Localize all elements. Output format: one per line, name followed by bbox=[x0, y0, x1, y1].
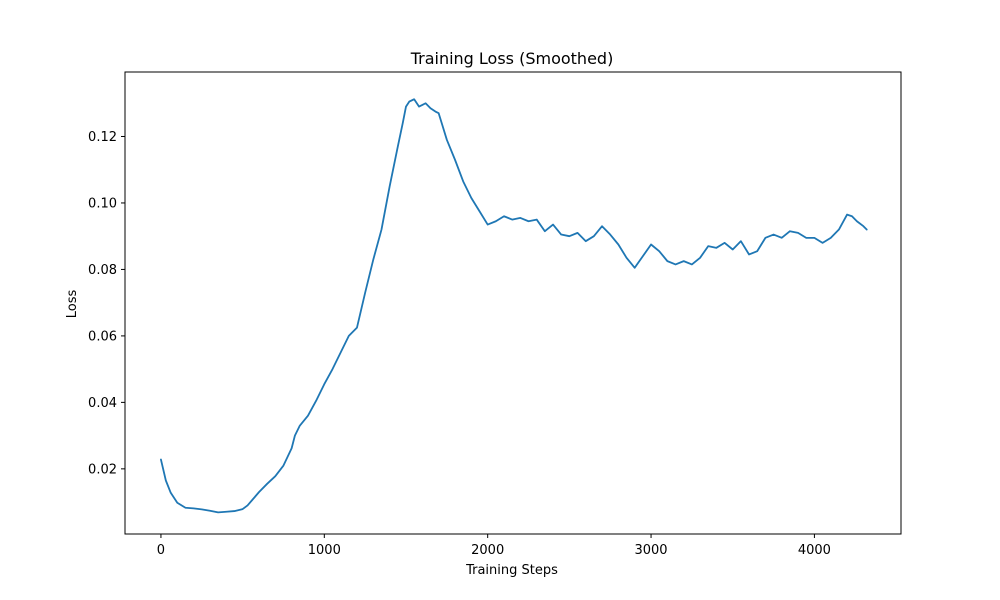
x-axis-label: Training Steps bbox=[465, 563, 558, 578]
series-line-0 bbox=[160, 98, 868, 514]
x-tick-label: 0 bbox=[157, 543, 165, 558]
x-tick-label: 2000 bbox=[471, 543, 504, 558]
data-layer bbox=[160, 98, 868, 514]
y-axis-ticks: 0.02 0.04 0.06 0.08 0.10 0.12 bbox=[88, 130, 125, 477]
x-tick-label: 4000 bbox=[798, 543, 831, 558]
x-tick-label: 1000 bbox=[308, 543, 341, 558]
y-tick-label: 0.06 bbox=[88, 329, 117, 344]
y-tick-label: 0.02 bbox=[88, 462, 117, 477]
axes-frame bbox=[124, 71, 902, 535]
x-axis-ticks: 0 1000 2000 3000 4000 bbox=[157, 534, 831, 558]
plot-background bbox=[125, 72, 901, 534]
plot-area bbox=[124, 71, 902, 535]
y-tick-label: 0.04 bbox=[88, 396, 117, 411]
y-tick-label: 0.10 bbox=[88, 196, 117, 211]
y-tick-label: 0.08 bbox=[88, 263, 117, 278]
chart-title: Training Loss (Smoothed) bbox=[410, 49, 614, 68]
y-tick-label: 0.12 bbox=[88, 130, 117, 145]
x-tick-label: 3000 bbox=[634, 543, 667, 558]
y-axis-label: Loss bbox=[65, 290, 80, 319]
